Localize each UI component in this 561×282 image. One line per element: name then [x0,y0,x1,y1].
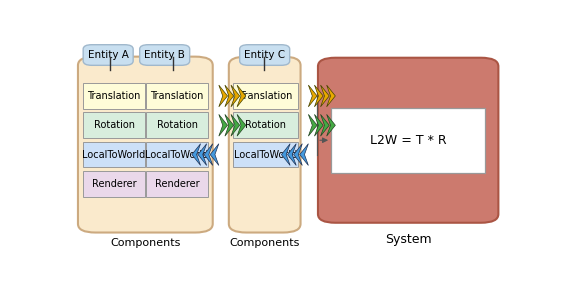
Polygon shape [219,85,228,107]
Polygon shape [204,144,213,166]
Polygon shape [320,114,329,136]
Text: Renderer: Renderer [155,179,199,189]
Polygon shape [225,85,233,107]
Text: System: System [385,233,432,246]
Polygon shape [309,85,317,107]
Text: Translation: Translation [150,91,204,101]
Bar [83,171,145,197]
Polygon shape [300,144,309,166]
Text: Entity C: Entity C [244,50,285,60]
Polygon shape [225,114,233,136]
Text: Rotation: Rotation [245,120,286,130]
Polygon shape [237,85,246,107]
Polygon shape [198,144,206,166]
Bar [146,171,208,197]
Polygon shape [219,114,228,136]
FancyBboxPatch shape [240,45,289,65]
Text: Rotation: Rotation [157,120,197,130]
Bar [83,142,145,168]
Text: Translation: Translation [88,91,141,101]
FancyBboxPatch shape [83,45,133,65]
Text: Entity A: Entity A [88,50,128,60]
Text: Translation: Translation [238,91,292,101]
Polygon shape [327,114,335,136]
Bar [233,83,297,109]
Text: LocalToWorld: LocalToWorld [82,149,146,160]
Text: Components: Components [110,238,181,248]
Polygon shape [315,114,323,136]
Bar [233,113,297,138]
FancyBboxPatch shape [140,45,190,65]
Bar [83,83,145,109]
Text: L2W = T * R: L2W = T * R [370,134,447,147]
Bar [146,113,208,138]
Polygon shape [192,144,201,166]
FancyBboxPatch shape [78,57,213,233]
Polygon shape [315,85,323,107]
Polygon shape [210,144,219,166]
Polygon shape [231,114,240,136]
Bar [331,108,485,173]
Bar [233,142,297,168]
Polygon shape [327,85,335,107]
Bar [146,142,208,168]
Text: LocalToWorld: LocalToWorld [145,149,209,160]
Polygon shape [282,144,290,166]
Bar [146,83,208,109]
Polygon shape [288,144,296,166]
Polygon shape [231,85,240,107]
Text: Rotation: Rotation [94,120,135,130]
Polygon shape [309,114,317,136]
Text: LocalToWorld: LocalToWorld [234,149,297,160]
Polygon shape [320,85,329,107]
Polygon shape [237,114,246,136]
Polygon shape [293,144,302,166]
Text: Renderer: Renderer [92,179,136,189]
Text: Components: Components [229,238,300,248]
Bar [83,113,145,138]
FancyBboxPatch shape [229,57,301,233]
Text: Entity B: Entity B [144,50,185,60]
FancyBboxPatch shape [318,58,498,223]
